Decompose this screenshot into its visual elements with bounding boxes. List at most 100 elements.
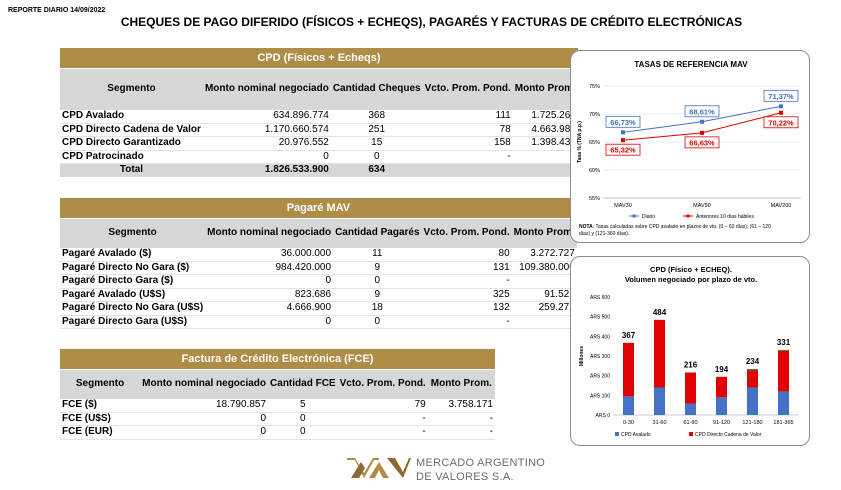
- segment-cell: CPD Avalado: [60, 110, 203, 124]
- segment-cell: Pagaré Directo Gara ($): [60, 274, 206, 289]
- monto-prom-cell: 4.663.986: [512, 123, 578, 137]
- monto-cell: 18.790.857: [140, 399, 269, 413]
- legend-marker: [615, 432, 619, 436]
- note-text: : Tasas calculadas sobre CPD avalado en …: [593, 224, 771, 230]
- bar-segment: [747, 387, 758, 415]
- cantidad-cell: 251: [330, 123, 423, 137]
- y-tick-label: ARS 0: [596, 413, 611, 419]
- pagare-table-title: Pagaré MAV: [60, 198, 577, 218]
- monto-prom-cell: -: [427, 425, 495, 440]
- volume-chart-panel: CPD (Físico + ECHEQ). Volumen negociado p…: [570, 256, 810, 446]
- vcto-cell: -: [337, 412, 428, 426]
- legend-marker: [632, 214, 636, 218]
- cpd-table: CPD (Físicos + Echeqs) Segmento Monto no…: [60, 48, 578, 177]
- segment-cell: CPD Directo Cadena de Valor: [60, 123, 203, 137]
- bar-segment: [778, 391, 789, 415]
- chart-title: TASAS DE REFERENCIA MAV: [634, 60, 748, 69]
- y-tick-label: 55%: [589, 196, 600, 202]
- logo-text-line-1: MERCADO ARGENTINO: [416, 457, 546, 469]
- header-cantidad: Cantidad Pagarés: [333, 217, 422, 248]
- legend-label: CPD Avalado: [621, 432, 651, 438]
- header-vcto: Vcto. Prom. Pond.: [337, 368, 428, 399]
- legend-label: CPD Directo Cadena de Valor: [695, 432, 762, 438]
- cantidad-cell: 0: [268, 412, 338, 426]
- bar-segment: [716, 397, 727, 415]
- x-tick-label: MAV90: [693, 203, 711, 209]
- header-segmento: Segmento: [60, 67, 203, 110]
- total-monto: 1.826.533.900: [202, 163, 331, 177]
- header-cantidad: Cantidad FCE: [268, 368, 338, 399]
- segment-cell: Pagaré Avalado (U$S): [60, 288, 206, 302]
- data-label: 66,63%: [689, 138, 715, 147]
- bar-segment: [685, 403, 696, 415]
- table-row: Pagaré Directo No Gara (U$S) 4.666.900 18 1…: [60, 301, 577, 316]
- vcto-cell: -: [337, 425, 428, 440]
- segment-cell: FCE (U$S): [60, 412, 141, 426]
- monto-cell: 20.976.552: [202, 136, 331, 151]
- x-tick-label: 61-90: [683, 420, 697, 426]
- data-point: [621, 130, 625, 135]
- monto-cell: 0: [140, 425, 269, 440]
- y-axis-label: Millones: [579, 346, 585, 366]
- header-segmento: Segmento: [60, 217, 206, 248]
- monto-cell: 4.666.900: [205, 301, 334, 316]
- total-cantidad: 634: [330, 163, 423, 177]
- chart-title: CPD (Físico + ECHEQ).: [650, 265, 732, 274]
- table-row: CPD Avalado 634.896.774 368 111 1.725.263: [60, 110, 578, 124]
- data-point: [779, 110, 783, 115]
- monto-prom-cell: 91.521: [511, 288, 577, 302]
- bar-segment: [685, 372, 696, 404]
- total-monto-prom: [512, 163, 578, 177]
- cantidad-cell: 9: [333, 288, 422, 302]
- x-tick-label: 31-60: [652, 420, 666, 426]
- segment-cell: Pagaré Directo No Gara ($): [60, 261, 206, 275]
- bar-segment: [747, 368, 758, 371]
- legend-marker: [689, 432, 693, 436]
- segment-cell: Pagaré Directo No Gara (U$S): [60, 301, 206, 316]
- monto-prom-cell: 1.398.437: [512, 136, 578, 151]
- data-label: 66,73%: [610, 118, 636, 127]
- legend-marker: [686, 214, 690, 218]
- monto-prom-cell: 3.758.171: [427, 399, 495, 413]
- report-date: REPORTE DIARIO 14/09/2022: [8, 7, 106, 14]
- data-label-box: [684, 105, 720, 118]
- fce-table-title: Factura de Crédito Electrónica (FCE): [60, 349, 495, 369]
- segment-cell: CPD Directo Garantizado: [60, 136, 203, 151]
- pagare-table: Pagaré MAV Segmento Monto nominal negoci…: [60, 198, 577, 329]
- table-row: CPD Directo Cadena de Valor 1.170.660.574…: [60, 123, 578, 137]
- monto-cell: 0: [140, 412, 269, 426]
- segment-cell: Pagaré Directo Gara (U$S): [60, 315, 206, 329]
- data-point: [700, 119, 704, 124]
- table-row: Pagaré Directo Gara (U$S)00--: [60, 315, 577, 329]
- monto-prom-cell: -: [511, 274, 577, 289]
- bar-total-label: 216: [684, 361, 698, 370]
- y-tick-label: ARS 300: [590, 354, 610, 360]
- monto-cell: 1.170.660.574: [202, 123, 331, 137]
- data-label: 65,32%: [610, 146, 636, 155]
- chart-note-continued: días) y (121-360 días).: [579, 231, 629, 237]
- x-tick-label: MAV200: [771, 203, 792, 209]
- monto-prom-cell: 1.725.263: [512, 110, 578, 124]
- bar-total-label: 234: [746, 357, 760, 366]
- monto-cell: 0: [205, 315, 334, 329]
- header-monto-prom: Monto Prom.: [511, 217, 577, 248]
- vcto-cell: 79: [337, 399, 428, 413]
- x-tick-label: 181-365: [773, 420, 793, 426]
- y-axis-label: Tasa % (TNA p.p.): [577, 121, 583, 163]
- table-row: Pagaré Directo Gara ($)00--: [60, 274, 577, 289]
- vcto-cell: 325: [421, 288, 512, 302]
- cpd-table-title: CPD (Físicos + Echeqs): [60, 48, 578, 68]
- vcto-cell: 111: [422, 110, 513, 124]
- data-label-box: [763, 89, 799, 102]
- x-tick-label: MAV30: [614, 203, 632, 209]
- bar-segment: [778, 350, 789, 392]
- bar-total-label: 484: [653, 308, 667, 317]
- y-tick-label: 60%: [589, 168, 600, 174]
- vcto-cell: -: [421, 315, 512, 329]
- vcto-cell: -: [421, 274, 512, 289]
- header-cantidad: Cantidad Cheques: [330, 67, 423, 110]
- table-row: CPD Directo Garantizado 20.976.552 15 158 1.…: [60, 136, 578, 151]
- bar-segment: [623, 396, 634, 415]
- bar-segment: [654, 387, 665, 415]
- y-tick-label: ARS 500: [590, 315, 610, 321]
